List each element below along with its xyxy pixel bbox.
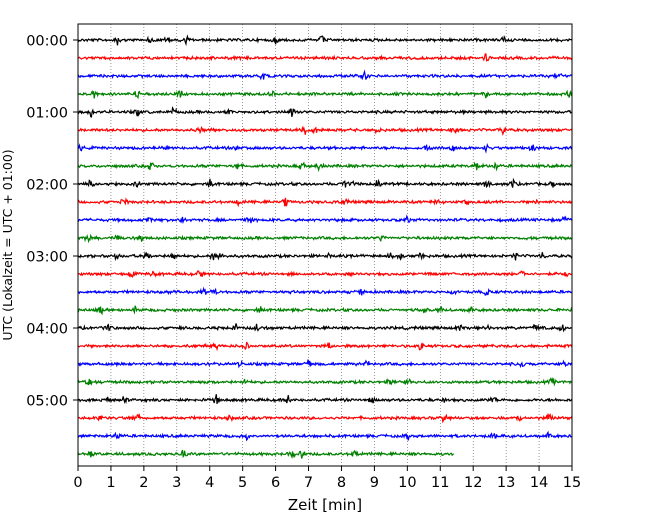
y-tick-label: 01:00 — [26, 106, 68, 122]
trace-line — [77, 89, 573, 100]
x-tick-label: 14 — [530, 475, 548, 491]
trace-line — [77, 233, 573, 244]
y-tick-label: 02:00 — [26, 178, 68, 194]
x-tick-label: 6 — [271, 475, 280, 491]
trace-line — [77, 413, 573, 424]
trace-line — [77, 270, 573, 278]
y-tick-label: 04:00 — [26, 322, 68, 338]
trace-line — [77, 161, 573, 173]
trace-line — [77, 286, 573, 296]
y-axis: 00:00 01:00 02:00 03:00 04:00 05:00 — [26, 34, 78, 410]
x-tick-label: 2 — [139, 475, 148, 491]
x-tick-label: 9 — [370, 475, 379, 491]
x-axis-label: Zeit [min] — [288, 496, 362, 514]
trace-line — [77, 125, 573, 136]
trace-line — [77, 69, 573, 81]
trace-line — [77, 197, 573, 208]
x-tick-label: 12 — [464, 475, 482, 491]
trace-line — [77, 143, 573, 154]
trace-line — [77, 449, 454, 459]
plot-frame — [77, 23, 573, 467]
x-tick-label: 15 — [563, 475, 581, 491]
x-tick-label: 7 — [304, 475, 313, 491]
trace-line — [77, 376, 573, 387]
x-tick-label: 5 — [238, 475, 247, 491]
trace-line — [77, 394, 573, 405]
x-tick-label: 8 — [337, 475, 346, 491]
x-tick-label: 1 — [106, 475, 115, 491]
y-tick-label: 03:00 — [26, 250, 68, 266]
x-tick-label: 13 — [497, 475, 515, 491]
y-tick-label: 05:00 — [26, 394, 68, 410]
trace-line — [77, 214, 573, 225]
trace-line — [77, 341, 573, 352]
trace-line — [77, 251, 573, 262]
trace-line — [77, 53, 573, 62]
y-tick-label: 00:00 — [26, 34, 68, 50]
x-tick-label: 11 — [431, 475, 449, 491]
trace-line — [77, 34, 573, 47]
x-tick-label: 10 — [398, 475, 416, 491]
trace-line — [77, 106, 573, 118]
trace-line — [77, 359, 573, 369]
trace-line — [77, 177, 573, 189]
trace-line — [77, 305, 573, 316]
x-axis: 0 1 2 3 4 5 6 7 8 9 10 11 12 13 14 15 — [73, 466, 581, 491]
x-tick-label: 0 — [73, 475, 82, 491]
trace-line — [77, 323, 573, 333]
trace-group — [77, 34, 573, 459]
trace-line — [77, 430, 573, 442]
x-tick-label: 3 — [172, 475, 181, 491]
y-axis-label: UTC (Lokalzeit = UTC + 01:00) — [0, 149, 15, 340]
x-tick-label: 4 — [205, 475, 214, 491]
